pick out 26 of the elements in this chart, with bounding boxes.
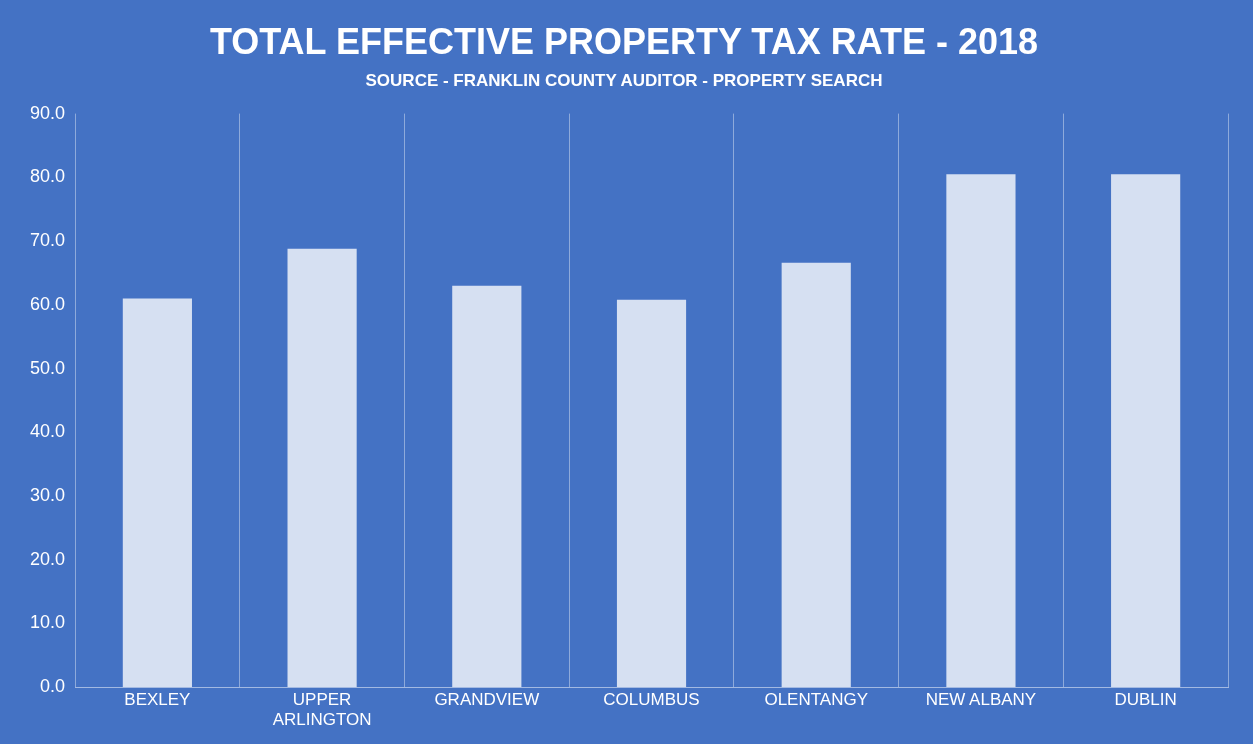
y-tick-label: 70.0 (29, 230, 66, 251)
chart-title: TOTAL EFFECTIVE PROPERTY TAX RATE - 2018 (209, 20, 1039, 62)
x-tick-label: COLUMBUS (603, 690, 700, 710)
bar (946, 174, 1016, 688)
y-tick-label: 80.0 (29, 166, 66, 187)
x-tick-label: GRANDVIEW (434, 690, 540, 710)
y-tick-label: 90.0 (29, 102, 66, 123)
x-tick-label: DUBLIN (1114, 690, 1177, 710)
y-tick-label: 20.0 (29, 548, 66, 569)
bar (616, 299, 687, 688)
y-tick-label: 10.0 (29, 612, 66, 633)
y-tick-label: 30.0 (29, 484, 66, 505)
bar (287, 248, 357, 688)
bar (781, 262, 851, 688)
y-tick-label: 60.0 (29, 293, 66, 314)
y-tick-label: 40.0 (29, 421, 66, 442)
bar (452, 285, 522, 688)
x-tick-label: UPPER ARLINGTON (272, 690, 372, 730)
y-tick-label: 0.0 (40, 676, 66, 697)
bar (1111, 174, 1181, 688)
x-tick-label: BEXLEY (124, 690, 191, 710)
x-tick-label: OLENTANGY (764, 690, 869, 710)
y-tick-label: 50.0 (29, 357, 66, 378)
x-tick-label: NEW ALBANY (925, 690, 1037, 710)
chart-subtitle: SOURCE - FRANKLIN COUNTY AUDITOR - PROPERTY SEARCH (365, 71, 883, 91)
bar (122, 298, 192, 688)
